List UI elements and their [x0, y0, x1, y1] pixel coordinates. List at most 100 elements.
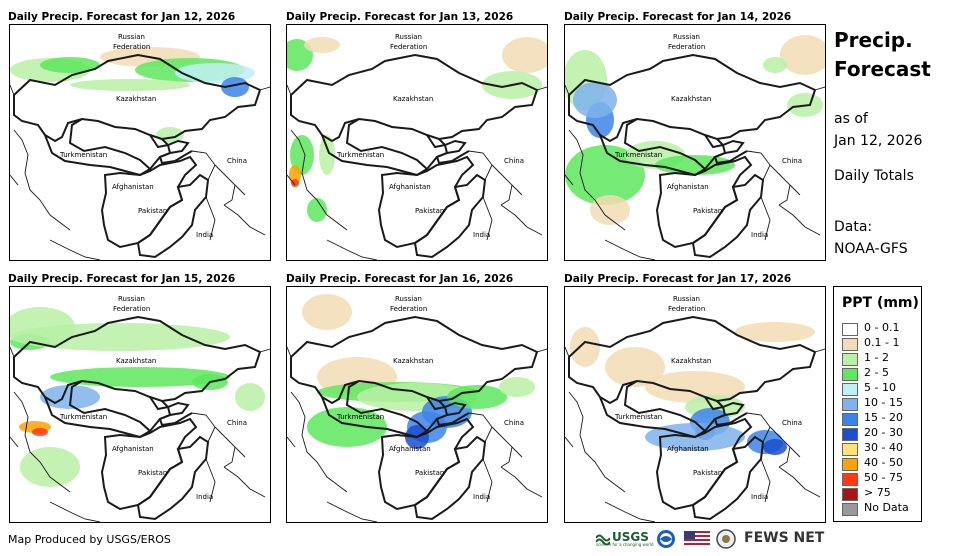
legend-label: 1 - 2 — [864, 351, 889, 364]
kyrgyz-tajik-border — [149, 396, 193, 427]
afghanistan-label: Afghanistan — [389, 183, 431, 191]
legend-swatch — [842, 398, 858, 411]
uzbekistan-border — [345, 380, 428, 432]
china-border — [746, 150, 821, 241]
afghanistan-label: Afghanistan — [667, 445, 709, 453]
precip-area — [319, 135, 335, 175]
legend-label: No Data — [864, 501, 909, 514]
coastline — [49, 239, 101, 260]
caspian-coast — [287, 391, 348, 493]
russia-label-2: Federation — [390, 43, 427, 51]
russia-label-1: Russian — [395, 295, 422, 303]
turkmenistan-label: Turkmenistan — [59, 151, 107, 159]
caspian-coast — [10, 391, 71, 493]
china-label: China — [504, 419, 524, 427]
turkmenistan-label: Turkmenistan — [59, 413, 107, 421]
footer-logos: USGS science for a changing world FEWS N… — [596, 528, 826, 550]
usgs-logo-icon — [596, 534, 610, 545]
usgs-tagline: science for a changing world — [596, 542, 654, 547]
legend-label: 30 - 40 — [864, 441, 903, 454]
as-of-label: as of — [834, 111, 868, 127]
us-flag-icon — [684, 531, 710, 547]
fews-net-logo: FEWS NET — [744, 530, 825, 546]
kyrgyz-tajik-border — [426, 396, 470, 427]
map-jan-14: Russian Federation Kazakhstan Turkmenist… — [564, 24, 826, 261]
legend-label: 2 - 5 — [864, 366, 889, 379]
russia-label-2: Federation — [390, 305, 427, 313]
precip-area — [655, 155, 735, 175]
precip-area — [447, 385, 507, 409]
kazakhstan-label: Kazakhstan — [671, 95, 711, 103]
kazakhstan-border — [568, 315, 817, 405]
kazakhstan-border — [13, 315, 262, 405]
usgs-logo-text: USGS — [612, 530, 649, 544]
india-label: India — [473, 231, 490, 239]
kazakhstan-label: Kazakhstan — [116, 95, 156, 103]
map-svg: Russian Federation Kazakhstan Turkmenist… — [287, 33, 547, 260]
india-label: India — [751, 231, 768, 239]
afghanistan-border — [100, 155, 198, 249]
turkmenistan-label: Turkmenistan — [614, 413, 662, 421]
russia-label-1: Russian — [118, 295, 145, 303]
legend-label: 0.1 - 1 — [864, 336, 900, 349]
precip-area — [221, 77, 249, 97]
data-label: Data: — [834, 219, 873, 235]
legend-swatch — [842, 323, 858, 336]
data-source: NOAA-GFS — [834, 241, 908, 257]
kazakhstan-border — [568, 53, 817, 143]
legend-label: 10 - 15 — [864, 396, 903, 409]
panel-title-jan-15: Daily Precip. Forecast for Jan 15, 2026 — [8, 273, 236, 285]
kyrgyz-tajik-border — [704, 134, 748, 165]
pakistan-border — [691, 435, 765, 521]
kazakhstan-label: Kazakhstan — [393, 95, 433, 103]
russia-label-2: Federation — [113, 305, 150, 313]
precip-area — [573, 82, 617, 118]
panel-title-jan-16: Daily Precip. Forecast for Jan 16, 2026 — [286, 273, 514, 285]
kazakhstan-label: Kazakhstan — [393, 357, 433, 365]
kyrgyz-tajik-border — [704, 396, 748, 427]
legend-label: 40 - 50 — [864, 456, 903, 469]
precip-area — [735, 322, 815, 342]
title-line-1: Precip. — [834, 28, 913, 52]
precip-area — [304, 37, 340, 53]
china-border — [191, 150, 266, 241]
legend-swatch — [842, 428, 858, 441]
map-svg: Russian Federation Kazakhstan Turkmenist… — [565, 33, 825, 260]
precip-area — [499, 377, 535, 397]
afghanistan-label: Afghanistan — [112, 183, 154, 191]
russia-label-1: Russian — [118, 33, 145, 41]
caspian-coast — [565, 129, 626, 231]
kazakhstan-border — [290, 315, 539, 405]
legend-label: > 75 — [864, 486, 891, 499]
precip-area — [32, 428, 48, 436]
turkmenistan-label: Turkmenistan — [336, 151, 384, 159]
india-label: India — [196, 231, 213, 239]
map-svg: Russian Federation Kazakhstan Turkmenist… — [10, 33, 270, 260]
map-credit: Map Produced by USGS/EROS — [8, 533, 171, 546]
legend-swatch — [842, 488, 858, 501]
legend-swatch — [842, 473, 858, 486]
pakistan-label: Pakistan — [415, 207, 444, 215]
pakistan-label: Pakistan — [693, 469, 722, 477]
legend-label: 5 - 10 — [864, 381, 896, 394]
precip-area — [307, 198, 327, 222]
russia-label-1: Russian — [673, 295, 700, 303]
precip-area — [780, 35, 825, 75]
precip-area — [40, 57, 100, 73]
precip-layer — [10, 47, 255, 143]
coastline — [326, 239, 378, 260]
russia-label-2: Federation — [668, 305, 705, 313]
precip-area — [20, 447, 80, 487]
pakistan-border — [413, 435, 487, 521]
legend-swatch — [842, 368, 858, 381]
uzbekistan-border — [68, 380, 151, 432]
china-label: China — [227, 419, 247, 427]
kazakhstan-label: Kazakhstan — [116, 357, 156, 365]
india-label: India — [196, 493, 213, 501]
legend: PPT (mm) 0 - 0.1 0.1 - 1 1 - 2 2 - 5 5 - 10 1… — [833, 286, 922, 522]
precip-area — [290, 135, 314, 175]
russia-border — [287, 346, 547, 358]
kyrgyz-tajik-border — [426, 134, 470, 165]
panel-title-jan-17: Daily Precip. Forecast for Jan 17, 2026 — [564, 273, 792, 285]
kazakhstan-border — [13, 53, 262, 143]
